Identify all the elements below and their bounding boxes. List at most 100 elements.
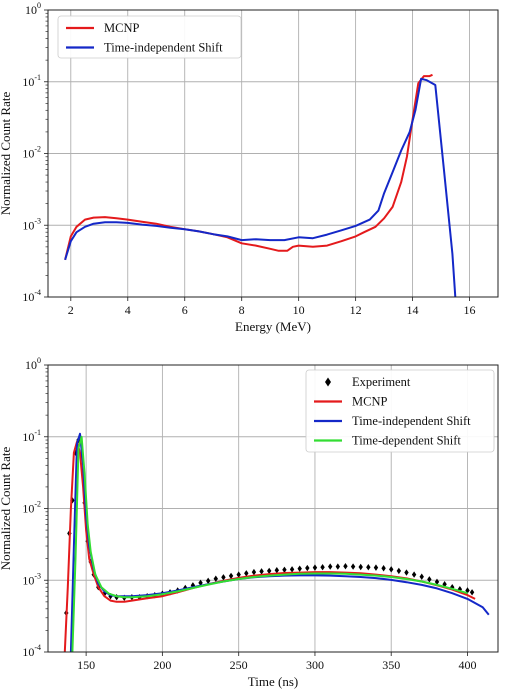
data-point-experiment <box>389 566 394 573</box>
y-tick-exponent: 0 <box>37 1 41 10</box>
plot-frame <box>47 9 499 298</box>
legend-label: Time-independent Shift <box>104 41 223 55</box>
x-tick-label: 8 <box>239 303 245 317</box>
x-tick-label: 350 <box>382 658 400 672</box>
data-point-experiment <box>266 567 272 575</box>
y-tick-label: 10-2 <box>22 145 41 161</box>
data-point-experiment <box>411 571 417 578</box>
data-point-experiment <box>236 571 241 578</box>
data-point-experiment <box>381 565 386 572</box>
y-tick-base: 10 <box>25 3 37 17</box>
data-point-experiment <box>213 575 218 582</box>
legend-label: MCNP <box>104 21 139 35</box>
data-point-experiment <box>465 587 470 594</box>
x-axis-label: Time (ns) <box>248 674 298 689</box>
y-tick-base: 10 <box>22 502 34 516</box>
legend-box <box>57 15 242 59</box>
y-tick-exponent: -1 <box>34 428 41 437</box>
y-tick-base: 10 <box>22 573 34 587</box>
data-point-experiment <box>289 566 295 573</box>
y-tick-label: 100 <box>25 1 41 17</box>
legend: Experiment MCNP Time-independent Shift Time… <box>305 369 495 453</box>
data-point-experiment <box>221 574 226 581</box>
data-point-experiment <box>450 584 455 591</box>
data-point-experiment <box>358 563 363 571</box>
legend-marker <box>325 377 331 387</box>
y-tick-base: 10 <box>25 358 37 372</box>
data-point-experiment <box>305 564 310 572</box>
data-point-experiment <box>343 562 348 570</box>
y-tick-base: 10 <box>22 218 34 232</box>
x-tick-label: 4 <box>125 303 131 317</box>
data-point-experiment <box>419 573 424 580</box>
data-point-experiment <box>108 592 113 600</box>
y-tick-base: 10 <box>22 290 34 304</box>
y-tick-label: 10-1 <box>22 73 41 89</box>
x-tick-label: 150 <box>77 658 95 672</box>
series-line-time-dependent-shift <box>71 435 468 652</box>
y-tick-base: 10 <box>22 75 34 89</box>
legend: MCNP Time-independent Shift <box>57 15 242 59</box>
x-tick-label: 6 <box>182 303 188 317</box>
y-tick-exponent: -1 <box>34 73 41 82</box>
data-point-experiment <box>259 568 264 575</box>
plot-frame <box>47 364 499 653</box>
x-tick-label: 10 <box>293 303 305 317</box>
data-point-experiment <box>251 568 257 576</box>
y-tick-label: 10-4 <box>22 643 41 659</box>
data-point-experiment <box>205 577 211 585</box>
y-tick-label: 100 <box>25 356 41 372</box>
data-point-experiment <box>434 578 440 586</box>
data-point-experiment <box>469 589 475 596</box>
y-tick-label: 10-3 <box>22 571 41 587</box>
x-tick-label: 12 <box>350 303 362 317</box>
series-line-mcnp <box>64 73 433 261</box>
y-axis-label: Normalized Count Rate <box>0 447 13 571</box>
x-tick-label: 300 <box>306 658 324 672</box>
data-point-experiment <box>396 567 402 575</box>
x-tick-label: 2 <box>68 303 74 317</box>
data-point-experiment <box>335 563 341 570</box>
y-tick-exponent: -3 <box>34 571 41 580</box>
data-point-experiment <box>274 567 280 574</box>
series-group <box>64 73 457 297</box>
data-point-experiment <box>198 579 203 587</box>
legend-label: Time-dependent Shift <box>352 434 461 448</box>
y-tick-exponent: -2 <box>34 500 41 509</box>
y-axis-label: Normalized Count Rate <box>0 92 13 216</box>
y-tick-exponent: 0 <box>37 356 41 365</box>
data-point-experiment <box>297 565 302 572</box>
series-line-time-independent-shift <box>69 432 490 652</box>
series-group <box>63 432 490 652</box>
data-point-experiment <box>114 594 119 601</box>
data-point-experiment <box>244 570 249 577</box>
legend-label: MCNP <box>352 395 387 409</box>
data-point-experiment <box>427 576 432 583</box>
data-point-experiment <box>320 564 325 571</box>
x-tick-label: 16 <box>464 303 476 317</box>
y-tick-exponent: -4 <box>34 643 41 652</box>
y-tick-base: 10 <box>22 430 34 444</box>
y-tick-label: 10-4 <box>22 288 41 304</box>
data-point-experiment <box>312 564 318 571</box>
series-line-mcnp <box>63 440 476 652</box>
y-tick-label: 10-2 <box>22 500 41 516</box>
data-point-experiment <box>373 564 379 571</box>
y-tick-label: 10-1 <box>22 428 41 444</box>
data-point-experiment <box>350 563 356 570</box>
x-axis-label: Energy (MeV) <box>235 319 311 334</box>
x-tick-label: 14 <box>407 303 419 317</box>
y-tick-label: 10-3 <box>22 216 41 232</box>
data-point-experiment <box>404 569 409 576</box>
y-tick-base: 10 <box>22 147 34 161</box>
data-point-experiment <box>328 563 333 570</box>
y-tick-exponent: -4 <box>34 288 41 297</box>
y-tick-base: 10 <box>22 645 34 659</box>
x-tick-label: 400 <box>458 658 476 672</box>
series-line-time-independent-shift <box>64 77 457 297</box>
y-tick-exponent: -3 <box>34 216 41 225</box>
x-tick-label: 200 <box>153 658 171 672</box>
legend-box <box>305 369 495 453</box>
